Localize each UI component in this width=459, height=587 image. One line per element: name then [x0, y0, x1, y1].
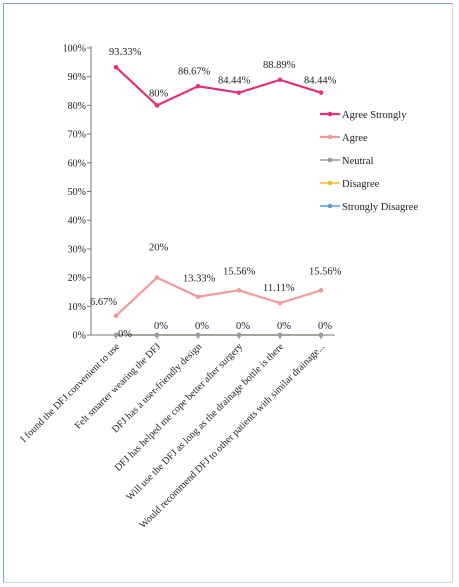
- y-tick-label: 20%: [68, 273, 86, 284]
- legend-marker: [327, 111, 333, 117]
- data-label: 86.67%: [178, 66, 211, 77]
- data-point: [154, 275, 160, 280]
- y-tick-label: 40%: [68, 216, 86, 227]
- data-point: [277, 300, 283, 306]
- y-tick-label: 30%: [68, 244, 86, 255]
- data-point: [277, 332, 283, 338]
- data-label: 0%: [118, 329, 132, 340]
- data-point: [236, 288, 242, 293]
- data-point: [113, 313, 119, 319]
- legend-marker: [327, 157, 333, 163]
- legend-label: Disagree: [342, 179, 380, 190]
- legend-label: Agree: [342, 133, 368, 144]
- data-label: 15.56%: [309, 266, 342, 277]
- data-label: 88.89%: [263, 60, 296, 71]
- x-tick-label: Felt smarter wearing the DFJ: [73, 341, 163, 431]
- data-point: [236, 90, 242, 95]
- data-label: 0%: [277, 321, 291, 332]
- data-point: [318, 288, 324, 293]
- y-tick-label: 60%: [68, 158, 86, 169]
- series-line-1: [115, 276, 322, 317]
- x-tick-label: Will use the DFJ as long as the drainage…: [124, 341, 286, 503]
- data-point: [195, 83, 201, 89]
- data-label: 0%: [195, 321, 209, 332]
- data-label: 0%: [318, 321, 332, 332]
- data-label: 20%: [149, 243, 169, 254]
- data-point: [318, 332, 324, 338]
- y-tick-label: 90%: [68, 72, 86, 83]
- data-label: 15.56%: [223, 266, 256, 277]
- data-point: [195, 294, 201, 300]
- data-label: 84.44%: [304, 76, 337, 87]
- legend-label: Neutral: [342, 156, 374, 167]
- data-point: [195, 332, 201, 338]
- legend-marker: [327, 180, 333, 186]
- data-point: [113, 332, 119, 338]
- data-point: [113, 64, 119, 70]
- data-label: 6.67%: [90, 297, 117, 308]
- series-line-0: [115, 66, 322, 107]
- data-point: [154, 103, 160, 108]
- legend-label: Strongly Disagree: [342, 202, 418, 213]
- y-tick-label: 10%: [68, 302, 86, 313]
- data-point: [318, 90, 324, 95]
- x-tick-label: Would recommend DFJ to other patients wi…: [137, 341, 327, 531]
- y-tick-label: 100%: [63, 44, 86, 55]
- data-label: 84.44%: [218, 76, 251, 87]
- legend-label: Agree Strongly: [342, 110, 407, 121]
- data-label: 13.33%: [183, 274, 216, 285]
- data-point: [154, 332, 160, 338]
- data-label: 0%: [236, 321, 250, 332]
- legend-marker: [327, 203, 333, 209]
- data-label: 93.33%: [109, 47, 142, 58]
- data-point: [277, 77, 283, 83]
- data-label: 11.11%: [263, 283, 295, 294]
- y-tick-label: 50%: [68, 187, 86, 198]
- y-tick-label: 70%: [68, 130, 86, 141]
- y-tick-label: 80%: [68, 101, 86, 112]
- y-tick-label: 0%: [73, 331, 86, 342]
- legend-marker: [327, 134, 333, 140]
- data-label: 0%: [154, 321, 168, 332]
- data-label: 80%: [149, 88, 169, 99]
- data-point: [236, 332, 242, 338]
